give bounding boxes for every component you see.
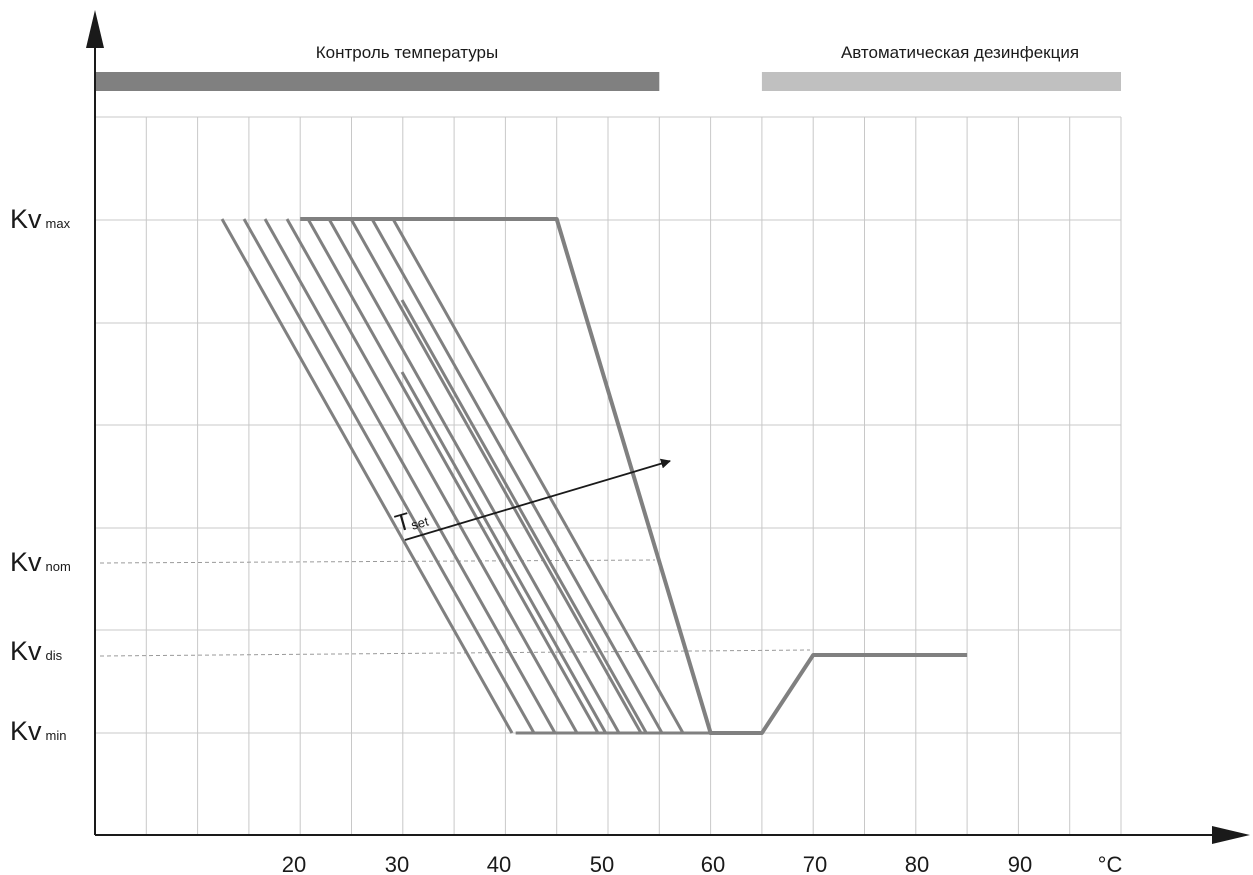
tset-label: Tset xyxy=(392,503,431,538)
band-bar-temperature-control xyxy=(95,72,660,91)
x-tick-label: 20 xyxy=(282,852,306,875)
kv-dis-label: Kv dis xyxy=(10,636,63,666)
axes xyxy=(86,10,1250,844)
x-tick-label: 60 xyxy=(701,852,725,875)
band-label-auto-disinfection: Автоматическая дезинфекция xyxy=(841,43,1079,62)
curve-tset xyxy=(220,218,514,734)
band-bar-auto-disinfection xyxy=(761,72,1121,91)
x-unit-label: °C xyxy=(1098,852,1123,875)
band-bars xyxy=(95,72,1121,91)
kv-nom-label: Kv nom xyxy=(10,547,71,577)
x-tick-label: 90 xyxy=(1008,852,1032,875)
y-level-labels: Kv max Kv nom Kv dis Kv min xyxy=(10,204,71,746)
curve-tset xyxy=(370,218,664,734)
curve-tset xyxy=(285,218,579,734)
x-tick-labels: 20 30 40 50 60 70 80 90 °C xyxy=(282,852,1123,875)
band-label-temperature-control: Контроль температуры xyxy=(316,43,498,62)
x-tick-label: 50 xyxy=(590,852,614,875)
curve-tset xyxy=(349,218,643,734)
curve-tset xyxy=(391,218,685,734)
tset-arrow xyxy=(404,458,671,541)
curve-tset-partial xyxy=(400,299,648,734)
curve-tset xyxy=(306,218,600,734)
curves xyxy=(220,217,968,735)
grid xyxy=(94,116,1122,835)
curve-main xyxy=(300,217,968,735)
curve-tset xyxy=(242,218,536,734)
x-tick-label: 30 xyxy=(385,852,409,875)
x-tick-label: 80 xyxy=(905,852,929,875)
x-axis-arrow-icon xyxy=(1212,826,1250,844)
reference-lines xyxy=(99,559,811,657)
kv-dis-reference-line xyxy=(99,649,811,657)
x-tick-label: 40 xyxy=(487,852,511,875)
y-axis-arrow-icon xyxy=(86,10,104,48)
kv-nom-reference-line xyxy=(99,559,656,564)
kv-max-label: Kv max xyxy=(10,204,71,234)
kv-min-label: Kv min xyxy=(10,716,66,746)
curve-tset xyxy=(263,218,557,734)
x-tick-label: 70 xyxy=(803,852,827,875)
curve-tset-partial xyxy=(400,371,607,734)
curve-tset xyxy=(327,218,621,734)
